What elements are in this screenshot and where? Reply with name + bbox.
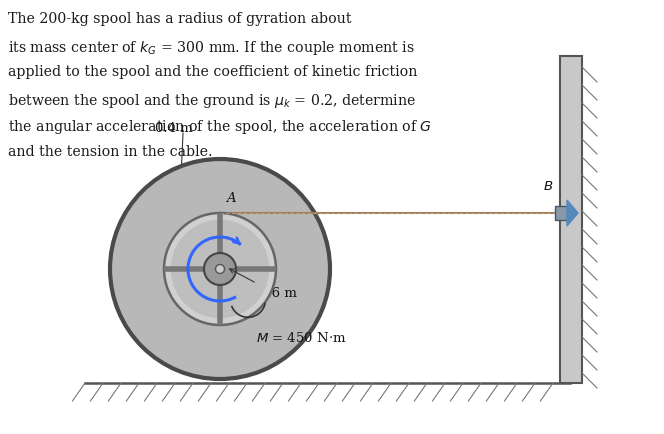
- Circle shape: [164, 213, 276, 325]
- Text: 0.6 m: 0.6 m: [259, 287, 297, 300]
- Text: 0.4 m: 0.4 m: [155, 122, 193, 135]
- Circle shape: [171, 220, 270, 318]
- Text: applied to the spool and the coefficient of kinetic friction: applied to the spool and the coefficient…: [8, 65, 418, 79]
- Text: The 200-kg spool has a radius of gyration about: The 200-kg spool has a radius of gyratio…: [8, 12, 351, 26]
- Text: A: A: [226, 192, 236, 205]
- Circle shape: [216, 264, 224, 273]
- Text: $M$ = 450 N·m: $M$ = 450 N·m: [256, 331, 347, 345]
- Text: $B$: $B$: [543, 180, 553, 193]
- Text: and the tension in the cable.: and the tension in the cable.: [8, 145, 212, 158]
- Bar: [555, 206, 567, 220]
- Text: $G$: $G$: [185, 302, 196, 316]
- Text: its mass center of $k_G$ = 300 mm. If the couple moment is: its mass center of $k_G$ = 300 mm. If th…: [8, 39, 414, 56]
- Circle shape: [110, 159, 330, 379]
- Text: between the spool and the ground is $\mu_k$ = 0.2, determine: between the spool and the ground is $\mu…: [8, 92, 416, 109]
- Bar: [560, 56, 582, 383]
- Text: the angular acceleration of the spool, the acceleration of $G$: the angular acceleration of the spool, t…: [8, 118, 432, 136]
- Polygon shape: [567, 200, 578, 226]
- Circle shape: [204, 253, 236, 285]
